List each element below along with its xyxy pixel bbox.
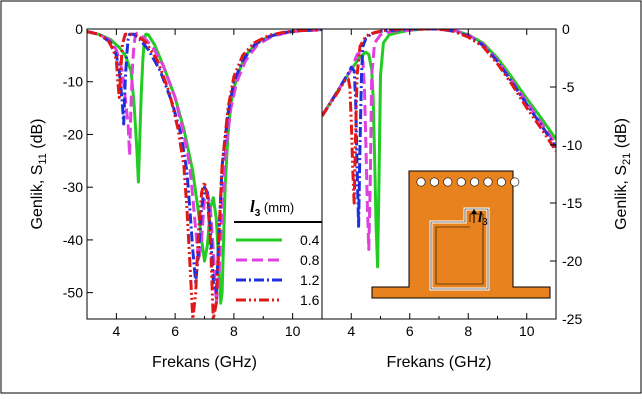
x-axis-label-right: Frekans (GHz) (387, 354, 492, 371)
panel-right-curves (322, 29, 556, 269)
x-tick-label-right: 8 (464, 323, 472, 339)
y-tick-label-right: -20 (562, 253, 582, 269)
legend-label-1.2: 1.2 (300, 272, 320, 288)
via-hole (470, 177, 480, 187)
y-tick-label-left: -20 (63, 126, 83, 142)
via-hole (510, 177, 520, 187)
y-tick-label-right: -5 (562, 79, 575, 95)
via-hole (496, 177, 506, 187)
y-axis-label-right: Genlik, S21 (dB) (613, 118, 633, 230)
inset-dimension-label: l3 (478, 210, 488, 228)
legend: l3 (mm) 0.4 0.8 1.2 1.6 (234, 197, 322, 308)
via-hole (483, 177, 493, 187)
legend-label-0.4: 0.4 (300, 232, 320, 248)
x-tick-label-left: 4 (112, 323, 120, 339)
y-tick-label-right: 0 (562, 21, 570, 37)
x-axis-label-left: Frekans (GHz) (152, 354, 257, 371)
y-tick-label-left: -10 (63, 74, 83, 90)
series-line-left-0.8 (87, 29, 322, 305)
dimension-arrowhead (471, 209, 477, 214)
y-tick-label-left: -40 (63, 232, 83, 248)
y-tick-label-left: 0 (75, 21, 83, 37)
panel-left-curves (87, 29, 322, 319)
resonator-inner-outline (435, 213, 484, 285)
panel-right-axes: 4 6 8 10 0 -5 -10 -15 -20 -25 Frekans (GHz) Genlik,… (321, 21, 633, 371)
x-tick-label-right: 6 (406, 323, 414, 339)
series-line-left-1.6 (87, 29, 322, 319)
x-tick-label-right: 10 (519, 323, 535, 339)
inset-layer: l3 (371, 170, 551, 299)
x-tick-label-left: 6 (171, 323, 179, 339)
y-axis-label-left: Genlik, S11 (dB) (29, 118, 49, 229)
via-hole (429, 177, 439, 187)
y-tick-label-right: -25 (562, 311, 582, 327)
y-tick-label-right: -15 (562, 195, 582, 211)
legend-label-1.6: 1.6 (300, 292, 320, 308)
legend-title: l3 (mm) (250, 197, 294, 219)
filter-body (371, 170, 551, 299)
legend-label-0.8: 0.8 (300, 252, 320, 268)
via-hole (456, 177, 466, 187)
x-tick-label-left: 10 (285, 323, 301, 339)
legend-layer: l3 (mm) 0.4 0.8 1.2 1.6 (234, 197, 322, 308)
series-line-right-1.6 (322, 29, 556, 205)
curves-layer (87, 29, 556, 319)
via-hole (443, 177, 453, 187)
series-line-left-1.2 (87, 29, 322, 295)
x-tick-label-left: 8 (230, 323, 238, 339)
resonator-slot-outline (430, 208, 489, 290)
panel-left-axes: 4 6 8 10 0 -10 -20 -30 -40 -50 Frekans (GHz) Genlik… (29, 21, 323, 371)
y-tick-label-right: -10 (562, 137, 582, 153)
x-tick-label-right: 4 (347, 323, 355, 339)
via-hole (416, 177, 426, 187)
y-tick-label-left: -30 (63, 179, 83, 195)
filter-inset: l3 (371, 170, 551, 299)
y-tick-label-left: -50 (63, 285, 83, 301)
